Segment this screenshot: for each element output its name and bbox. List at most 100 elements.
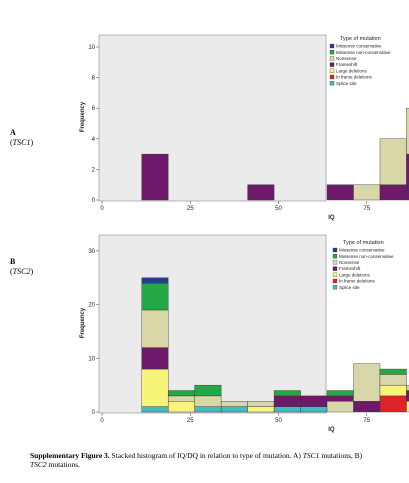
chart-a-bar-segment bbox=[141, 153, 169, 201]
chart-b-legend-label: Large deletions bbox=[339, 272, 371, 277]
chart-b-legend-label: In frame deletions bbox=[339, 279, 376, 284]
chart-b-bar-segment bbox=[141, 309, 169, 348]
chart-b-bar-segment bbox=[167, 401, 195, 413]
chart-a-legend-label: Missense non-conservative bbox=[336, 50, 391, 55]
chart-b-bar-segment bbox=[300, 406, 328, 413]
chart-a-y-tick-label: 6 bbox=[92, 106, 96, 112]
chart-a-legend-label: Nonsense bbox=[336, 56, 357, 61]
chart-b-y-axis-title: Frequency bbox=[80, 307, 86, 338]
chart-b-x-tick-label: 0 bbox=[100, 418, 104, 424]
chart-b-bar-segment bbox=[141, 282, 169, 311]
chart-b-bar-segment bbox=[326, 401, 354, 413]
chart-b-y-tick-label: 30 bbox=[88, 249, 95, 255]
chart-b-legend-label: Frameshift bbox=[339, 266, 361, 271]
chart-b-y-tick-label: 20 bbox=[88, 303, 95, 309]
chart-b-y-tick-label: 0 bbox=[92, 410, 96, 416]
chart-b-bar-segment bbox=[247, 401, 275, 407]
chart-b-bar-segment bbox=[273, 390, 301, 397]
chart-b-legend-swatch bbox=[332, 247, 338, 253]
chart-b-legend-label: Splice site bbox=[339, 285, 360, 290]
chart-b-bar-segment bbox=[379, 368, 407, 375]
chart-b-bar-segment bbox=[300, 395, 328, 407]
chart-b-bar-segment bbox=[379, 395, 407, 413]
chart-b-legend-label: Nonsense bbox=[339, 260, 360, 265]
chart-b-bar-segment bbox=[353, 401, 381, 413]
chart-b-bar-segment bbox=[220, 406, 248, 413]
caption-gene2: TSC2 bbox=[30, 460, 47, 469]
chart-b-legend-swatch bbox=[332, 254, 338, 259]
panel-b-label: B (TSC2) bbox=[10, 257, 34, 276]
chart-a-legend-swatch bbox=[329, 81, 335, 86]
chart-a-y-tick-label: 2 bbox=[92, 167, 96, 173]
chart-b-x-tick-label: 75 bbox=[363, 418, 370, 424]
chart-b-plot-area bbox=[98, 234, 327, 414]
chart-b-bar-segment bbox=[247, 406, 275, 413]
chart-a-x-tick-label: 50 bbox=[275, 206, 282, 212]
chart-b-y-tick-label: 10 bbox=[88, 356, 95, 362]
figure-caption: Supplementary Figure 3. Stacked histogra… bbox=[30, 451, 380, 469]
chart-a-y-axis-title: Frequency bbox=[80, 101, 86, 132]
chart-b-bar-segment bbox=[167, 395, 195, 402]
chart-b-x-tick-label: 25 bbox=[187, 418, 194, 424]
chart-a-legend-swatch bbox=[329, 50, 335, 55]
chart-b-bar-segment bbox=[194, 406, 222, 413]
chart-b-legend-title: Type of mutation bbox=[343, 240, 384, 246]
chart-b-legend-swatch bbox=[332, 266, 338, 271]
chart-a-bar-segment bbox=[379, 184, 407, 201]
chart-a-bar-segment bbox=[379, 138, 407, 185]
panel-b-gene: TSC2 bbox=[12, 267, 31, 276]
chart-b-legend-swatch bbox=[332, 260, 338, 265]
chart-b-bar-segment bbox=[353, 363, 381, 402]
caption-part2: mutations, B) bbox=[319, 451, 363, 460]
chart-b-bar-segment bbox=[326, 395, 354, 402]
chart-b-bar-segment bbox=[379, 384, 407, 397]
panel-a-gene: TSC1 bbox=[12, 138, 31, 147]
chart-a-legend-title: Type of mutation bbox=[340, 36, 381, 42]
chart-b-bar-segment bbox=[194, 384, 222, 397]
chart-a-bar-segment bbox=[326, 184, 354, 201]
chart-a-bar-segment bbox=[406, 153, 409, 201]
chart-a-legend-swatch bbox=[329, 43, 335, 49]
chart-a-bar-segment bbox=[247, 184, 275, 201]
chart-a-legend-swatch bbox=[329, 68, 335, 73]
chart-b-bar-segment bbox=[406, 384, 409, 391]
chart-a-legend-swatch bbox=[329, 62, 335, 67]
chart-b-bar-segment bbox=[194, 395, 222, 407]
chart-b-x-axis-title: IQ bbox=[328, 427, 335, 433]
chart-b-bar-segment bbox=[273, 395, 301, 407]
chart-a-y-tick-label: 10 bbox=[88, 45, 95, 51]
chart-b-legend-swatch bbox=[332, 278, 338, 284]
chart-a-x-tick-label: 25 bbox=[187, 206, 194, 212]
panel-a-letter: A bbox=[10, 128, 16, 137]
panel-b-letter: B bbox=[10, 257, 16, 266]
chart-a-x-tick-label: 0 bbox=[100, 206, 104, 212]
chart-b-legend-label: Missense non-conservative bbox=[339, 254, 394, 259]
caption-part3: mutations. bbox=[46, 460, 81, 469]
chart-a-legend-label: Frameshift bbox=[336, 62, 358, 67]
caption-part1: Stacked histogram of IQ/DQ in relation t… bbox=[109, 451, 303, 460]
chart-b-bar-segment bbox=[141, 368, 169, 407]
chart-a-legend-swatch bbox=[329, 74, 335, 80]
chart-b-x-tick-label: 50 bbox=[275, 418, 282, 424]
chart-a-legend-label: Missense conservative bbox=[336, 44, 382, 49]
chart-b-bar-segment bbox=[141, 406, 169, 413]
chart-a-legend-label: In frame deletions bbox=[336, 75, 373, 80]
chart-a-legend-swatch bbox=[329, 56, 335, 61]
chart-a-y-tick-label: 8 bbox=[92, 76, 96, 82]
chart-a-x-axis-title: IQ bbox=[328, 215, 335, 221]
chart-a-plot-area bbox=[98, 34, 327, 202]
chart-b-bar-segment bbox=[406, 390, 409, 402]
caption-title: Supplementary Figure 3. bbox=[30, 451, 110, 460]
chart-a-legend-label: Large deletions bbox=[336, 68, 368, 73]
chart-b-bar-segment bbox=[167, 390, 195, 397]
chart-a-bar-segment bbox=[353, 184, 381, 201]
chart-a-bar-segment bbox=[406, 107, 409, 155]
chart-b-bar-segment bbox=[220, 401, 248, 407]
chart-b-legend-label: Missense conservative bbox=[339, 248, 385, 253]
chart-a-y-tick-label: 0 bbox=[92, 198, 96, 204]
panel-a-label: A (TSC1) bbox=[10, 128, 34, 147]
chart-b-legend-swatch bbox=[332, 272, 338, 277]
chart-b-legend-swatch bbox=[332, 285, 338, 290]
chart-b-bar-segment bbox=[379, 374, 407, 386]
